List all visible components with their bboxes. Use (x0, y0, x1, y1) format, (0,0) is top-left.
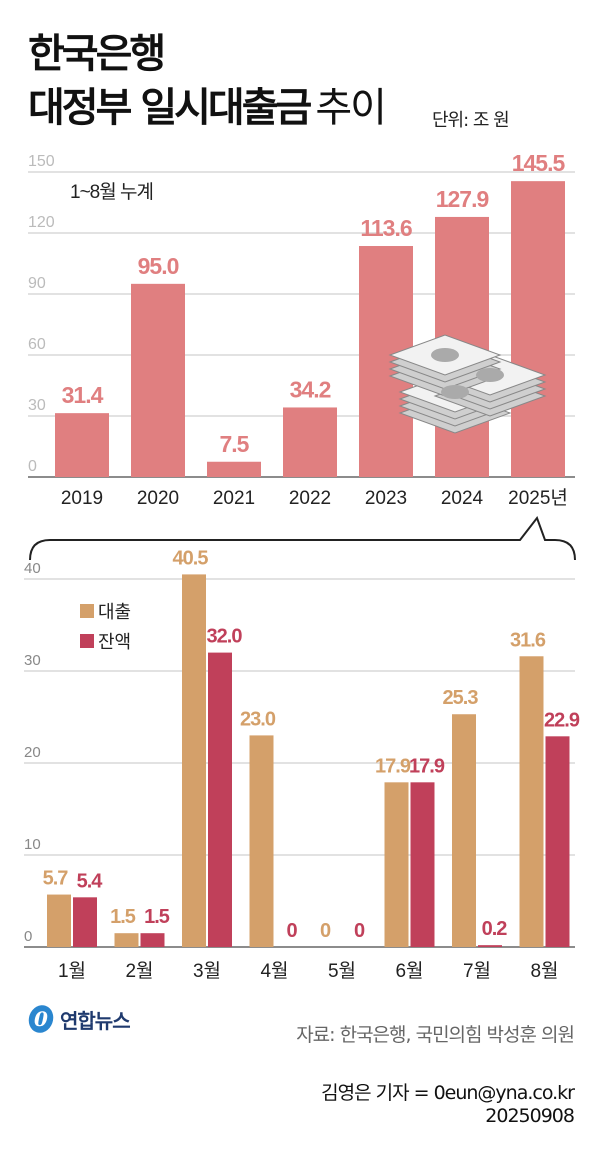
bar-대출-3월 (182, 574, 206, 947)
bar-2025년 (511, 181, 565, 477)
y-tick-label: 0 (24, 928, 32, 945)
value-label: 5.7 (43, 868, 69, 890)
annotation: 1~8월 누계 (70, 181, 153, 203)
legend-label: 잔액 (98, 632, 131, 652)
x-tick-label: 2023 (365, 488, 407, 509)
unit-label: 단위: 조 원 (432, 110, 510, 131)
value-label: 0.2 (482, 918, 508, 940)
value-label: 0 (286, 920, 297, 942)
legend-label: 대출 (98, 602, 131, 622)
bar-2019 (55, 413, 109, 477)
x-tick-label: 7월 (463, 960, 491, 982)
y-tick-label: 30 (24, 652, 41, 669)
bar-대출-8월 (519, 656, 544, 947)
legend-swatch (80, 634, 94, 648)
charts: 0 30 60 90 120 150 1~8월 누계 31.4 2019 95.0 2020 7.5 2… (24, 150, 581, 982)
value-label: 17.9 (409, 755, 445, 777)
svg-text:0: 0 (34, 1007, 48, 1031)
x-tick-label: 8월 (530, 960, 558, 982)
x-tick-label: 2022 (289, 488, 331, 509)
value-label: 7.5 (220, 431, 250, 457)
y-tick-label: 120 (28, 214, 55, 231)
yonhap-logo: 0 연합뉴스 (26, 1004, 131, 1034)
bar-대출-4월 (249, 735, 274, 947)
x-tick-label: 3월 (193, 960, 221, 982)
byline: 김영은 기자 = 0eun@yna.co.kr 20250908 (321, 1082, 575, 1128)
value-label: 40.5 (173, 547, 209, 569)
value-label: 0 (354, 920, 365, 942)
title-bold: 대정부 일시대출금 (28, 85, 312, 131)
x-tick-label: 2020 (137, 488, 179, 509)
title-line-1: 한국은행 (28, 31, 166, 77)
value-label: 32.0 (207, 626, 243, 648)
x-tick-label: 2024 (441, 488, 484, 509)
x-tick-label: 6월 (395, 960, 423, 982)
bar-잔액-7월 (478, 945, 502, 947)
logo-icon: 0 (28, 1005, 54, 1033)
bar-대출-2월 (114, 933, 139, 947)
x-tick-label: 2019 (61, 488, 103, 509)
byline-reporter: 김영은 기자 = 0eun@yna.co.kr (321, 1082, 575, 1104)
y-tick-label: 30 (28, 397, 46, 414)
money-stack-icon (388, 334, 547, 434)
bar-대출-6월 (384, 782, 409, 947)
value-label: 0 (320, 920, 331, 942)
value-label: 23.0 (240, 708, 276, 730)
bar-잔액-8월 (545, 736, 570, 947)
bar-잔액-2월 (140, 933, 165, 947)
bar-대출-7월 (452, 714, 476, 947)
value-label: 113.6 (360, 215, 411, 241)
value-label: 127.9 (436, 186, 489, 212)
x-tick-label: 2월 (125, 960, 153, 982)
y-tick-label: 90 (28, 275, 46, 292)
value-label: 95.0 (138, 253, 179, 279)
x-tick-label: 5월 (328, 960, 356, 982)
bracket (29, 515, 576, 561)
title-light: 추이 (315, 85, 387, 131)
value-label: 145.5 (512, 150, 566, 176)
y-tick-label: 40 (24, 560, 41, 577)
value-label: 5.4 (77, 870, 104, 892)
value-label: 31.6 (510, 629, 546, 651)
value-label: 31.4 (62, 382, 104, 408)
x-tick-label: 4월 (260, 960, 288, 982)
bar-2022 (283, 407, 337, 477)
y-tick-label: 10 (24, 836, 41, 853)
bar-대출-1월 (47, 894, 71, 947)
y-tick-label: 0 (28, 458, 37, 475)
y-tick-label: 150 (28, 153, 55, 170)
y-tick-label: 60 (28, 336, 46, 353)
logo-text: 연합뉴스 (60, 1008, 131, 1033)
bar-2021 (207, 461, 261, 477)
x-tick-label: 2025년 (508, 487, 568, 509)
bar-잔액-6월 (410, 782, 435, 947)
legend-swatch (80, 604, 94, 618)
value-label: 25.3 (443, 687, 479, 709)
value-label: 17.9 (375, 755, 411, 777)
value-label: 1.5 (144, 906, 170, 928)
x-tick-label: 1월 (58, 960, 86, 982)
bar-2020 (131, 283, 185, 477)
byline-date: 20250908 (485, 1104, 575, 1127)
value-label: 34.2 (290, 376, 331, 402)
bar-잔액-1월 (73, 897, 97, 947)
x-tick-label: 2021 (213, 488, 255, 509)
y-tick-label: 20 (24, 744, 41, 761)
source-text: 자료: 한국은행, 국민의힘 박성훈 의원 (296, 1024, 575, 1046)
title-line-2: 대정부 일시대출금 추이 (28, 85, 387, 131)
value-label: 1.5 (110, 906, 136, 928)
bar-잔액-3월 (208, 652, 232, 947)
value-label: 22.9 (544, 709, 580, 731)
